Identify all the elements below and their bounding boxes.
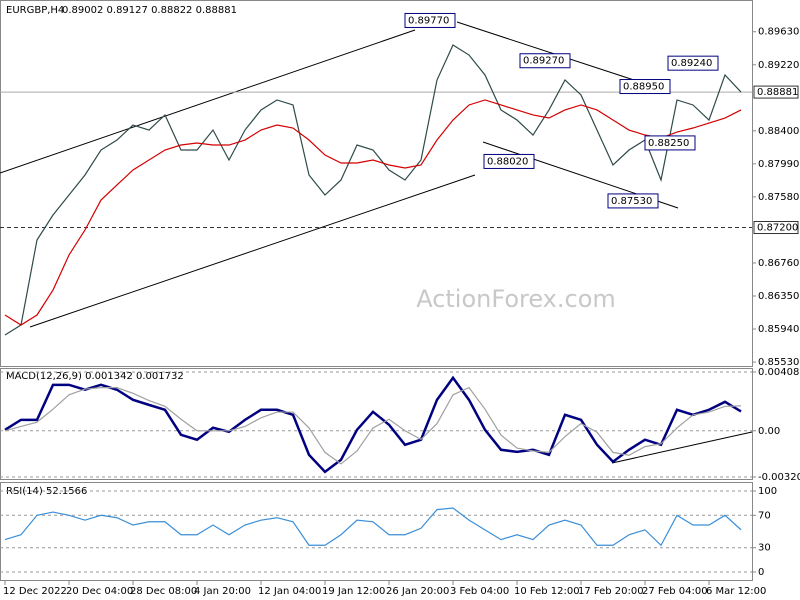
x-tick-label: 28 Dec 08:00 bbox=[130, 586, 197, 597]
price-label-box bbox=[619, 79, 671, 95]
level-label-box bbox=[753, 221, 799, 235]
y-tick-label: 0.87580 bbox=[758, 192, 799, 203]
last-price-box bbox=[753, 85, 799, 99]
x-tick-label: 6 Mar 12:00 bbox=[706, 586, 766, 597]
y-tick-label: 0.88400 bbox=[758, 126, 799, 137]
ohlc-header: 0.89002 0.89127 0.88822 0.88881 bbox=[62, 5, 237, 16]
y-tick-label: 0.89630 bbox=[758, 27, 799, 38]
y-tick-label: 0.85530 bbox=[758, 357, 799, 368]
y-tick-label: -0.003209 bbox=[758, 472, 800, 483]
y-tick-label: 0.86350 bbox=[758, 291, 799, 302]
watermark: ActionForex.com bbox=[416, 285, 616, 313]
channel-lower bbox=[29, 174, 476, 328]
macd-title: MACD(12,26,9) 0.001342 0.001732 bbox=[6, 371, 184, 382]
series-line bbox=[4, 44, 742, 336]
channel-upper bbox=[0, 29, 416, 174]
price-label: 0.89270 bbox=[523, 56, 564, 67]
rsi-title: RSI(14) 52.1566 bbox=[6, 486, 87, 497]
series-line bbox=[4, 99, 742, 326]
chart-title: EURGBP,H4 bbox=[6, 5, 64, 16]
x-tick-label: 26 Jan 20:00 bbox=[386, 586, 449, 597]
x-tick-label: 12 Dec 2022 bbox=[3, 586, 67, 597]
x-tick-label: 12 Jan 04:00 bbox=[258, 586, 321, 597]
y-tick-label: 30 bbox=[758, 543, 771, 554]
series-line bbox=[4, 386, 742, 465]
price-label: 0.89240 bbox=[671, 58, 712, 69]
level-label: 0.87200 bbox=[757, 223, 798, 234]
price-label: 0.89770 bbox=[408, 15, 449, 26]
price-label: 0.88950 bbox=[623, 82, 664, 93]
y-tick-label: 0.004083 bbox=[758, 367, 800, 378]
x-tick-label: 19 Jan 12:00 bbox=[322, 586, 385, 597]
macd-panel bbox=[0, 368, 753, 480]
x-tick-label: 10 Feb 12:00 bbox=[514, 586, 580, 597]
price-panel bbox=[0, 0, 753, 367]
x-tick-label: 20 Dec 04:00 bbox=[66, 586, 133, 597]
trend-upper bbox=[456, 21, 641, 83]
y-tick-label: 0.87990 bbox=[758, 159, 799, 170]
y-tick-label: 0 bbox=[758, 567, 764, 578]
y-tick-label: 0.00 bbox=[758, 426, 780, 437]
y-tick-label: 70 bbox=[758, 510, 771, 521]
price-label: 0.87530 bbox=[611, 196, 652, 207]
rsi-panel bbox=[0, 482, 753, 581]
price-label: 0.88250 bbox=[648, 138, 689, 149]
x-tick-label: 17 Feb 20:00 bbox=[578, 586, 644, 597]
x-tick-label: 3 Feb 04:00 bbox=[450, 586, 509, 597]
y-tick-label: 0.86760 bbox=[758, 258, 799, 269]
y-tick-label: 0.89220 bbox=[758, 60, 799, 71]
price-label-box bbox=[607, 193, 659, 209]
y-tick-label: 0.85940 bbox=[758, 324, 799, 335]
x-tick-label: 27 Feb 04:00 bbox=[642, 586, 708, 597]
price-label-box bbox=[667, 55, 719, 71]
price-label-box bbox=[644, 135, 696, 151]
price-label: 0.88020 bbox=[487, 156, 528, 167]
series-line bbox=[4, 375, 742, 474]
macd-trendline bbox=[611, 431, 753, 464]
last-price-label: 0.88881 bbox=[757, 87, 798, 98]
price-label-box bbox=[483, 153, 535, 169]
series-line bbox=[4, 507, 742, 547]
y-tick-label: 100 bbox=[758, 486, 777, 497]
x-tick-label: 4 Jan 20:00 bbox=[194, 586, 251, 597]
price-label-box bbox=[519, 53, 571, 69]
price-label-box bbox=[404, 12, 456, 28]
